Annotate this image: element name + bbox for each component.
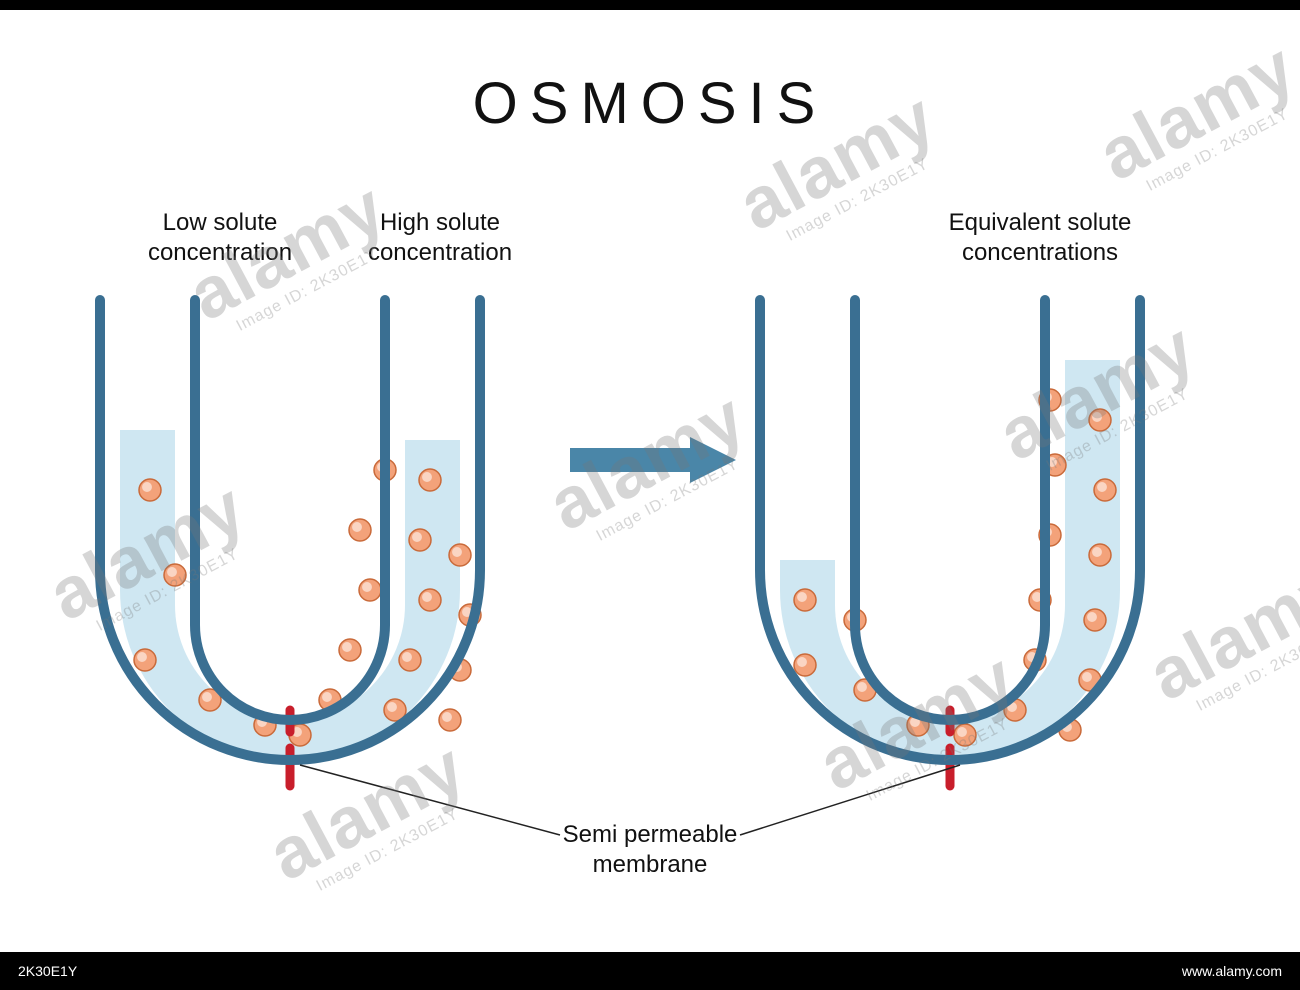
- footer-url: www.alamy.com: [1182, 963, 1282, 979]
- leader-line-left: [300, 765, 560, 835]
- leader-line-right: [740, 765, 960, 835]
- footer-image-id: 2K30E1Y: [18, 963, 77, 979]
- water-fill: [780, 360, 1120, 760]
- osmosis-svg: [0, 0, 1300, 990]
- arrow-icon: [570, 437, 736, 483]
- diagram-canvas: OSMOSIS Low solute concentration High so…: [0, 0, 1300, 990]
